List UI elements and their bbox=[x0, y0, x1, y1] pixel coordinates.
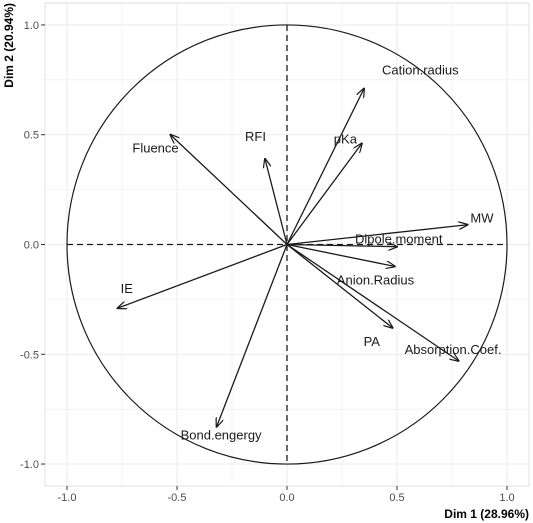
arrow-rfi bbox=[265, 159, 288, 245]
label-pa: PA bbox=[364, 334, 381, 349]
label-absorption-coef: Absorption.Coef. bbox=[405, 342, 502, 357]
label-fluence: Fluence bbox=[132, 141, 178, 156]
y-tick-label: -0.5 bbox=[20, 349, 39, 361]
arrow-absorption-coef bbox=[286, 243, 459, 361]
y-tick-label: 1.0 bbox=[24, 20, 39, 32]
x-axis-title: Dim 1 (28.96%) bbox=[444, 507, 529, 521]
y-tick-label: 0.0 bbox=[24, 240, 39, 252]
label-ie: IE bbox=[121, 281, 134, 296]
x-tick-label: 0.0 bbox=[279, 492, 294, 504]
arrow-ie bbox=[118, 243, 288, 309]
arrow-fluence bbox=[170, 135, 288, 245]
label-dipole-moment: Dipole.moment bbox=[355, 232, 443, 247]
label-pka: pKa bbox=[334, 132, 358, 147]
variable-labels: Cation.radius pKa RFI Fluence MW Dipole.momen… bbox=[121, 63, 502, 443]
arrow-pka bbox=[286, 144, 362, 245]
y-tick-label: 0.5 bbox=[24, 130, 39, 142]
y-axis-title: Dim 2 (20.94%) bbox=[2, 3, 16, 88]
y-tick-label: -1.0 bbox=[20, 459, 39, 471]
x-tick-label: 0.5 bbox=[389, 492, 404, 504]
arrow-bond-engergy bbox=[217, 244, 288, 427]
arrow-mw bbox=[286, 225, 467, 246]
arrow-anion-radius bbox=[286, 243, 395, 267]
label-anion-radius: Anion.Radius bbox=[337, 272, 415, 287]
label-bond-engergy: Bond.engergy bbox=[181, 428, 262, 443]
label-cation-radius: Cation.radius bbox=[382, 63, 459, 78]
axis-ticks: -1.0 -0.5 0.0 0.5 1.0 -1.0 -0.5 0.0 0.5 1.0 bbox=[20, 20, 515, 504]
label-mw: MW bbox=[470, 211, 494, 226]
arrow-pa bbox=[286, 243, 393, 328]
x-tick-label: 1.0 bbox=[499, 492, 514, 504]
variable-arrows bbox=[118, 89, 468, 427]
x-tick-label: -0.5 bbox=[168, 492, 187, 504]
arrow-cation-radius bbox=[286, 89, 364, 245]
x-tick-label: -1.0 bbox=[58, 492, 77, 504]
label-rfi: RFI bbox=[245, 129, 266, 144]
arrow-dipole-moment bbox=[286, 245, 397, 247]
